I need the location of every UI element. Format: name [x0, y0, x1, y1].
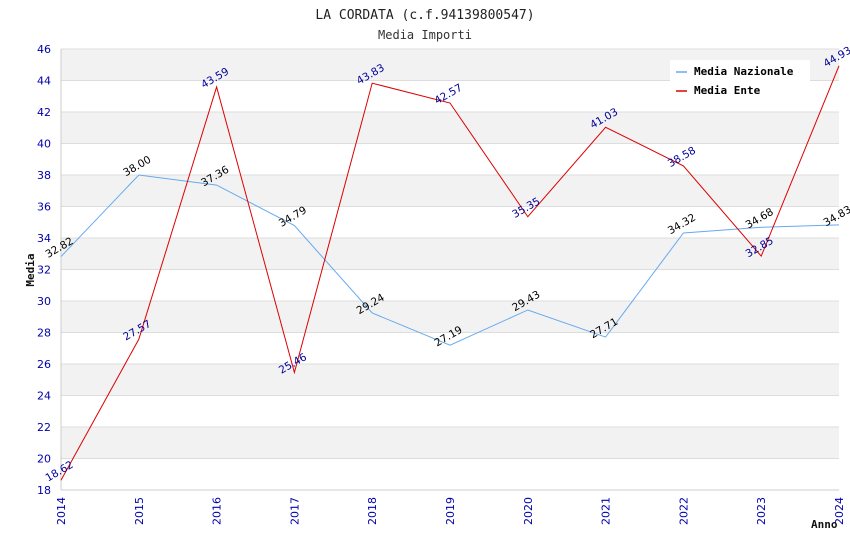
y-tick-label: 46 — [37, 43, 51, 56]
y-tick-label: 30 — [37, 295, 51, 308]
chart-title: LA CORDATA (c.f.94139800547) — [315, 8, 534, 23]
y-tick-label: 40 — [37, 138, 51, 151]
grid-lines — [61, 48, 839, 491]
grid-band — [61, 395, 839, 427]
series-lines — [60, 65, 840, 481]
x-tick-label: 2018 — [366, 497, 379, 525]
y-tick-label: 36 — [37, 201, 51, 214]
y-tick-label: 34 — [37, 232, 51, 245]
y-tick-label: 38 — [37, 169, 51, 182]
x-tick-label: 2017 — [288, 497, 301, 525]
grid-band — [61, 143, 839, 175]
legend-label-media-nazionale: Media Nazionale — [694, 65, 794, 78]
x-axis-label: Anno — [811, 518, 838, 531]
grid-band — [61, 332, 839, 364]
legend: Media Nazionale Media Ente — [670, 60, 810, 102]
y-axis-ticks: 18 20 22 24 26 28 30 32 34 36 38 40 42 44 46 — [37, 43, 51, 497]
grid-bands — [61, 49, 839, 490]
grid-band — [61, 301, 839, 333]
y-axis-label: Media — [24, 253, 37, 286]
grid-band — [61, 206, 839, 238]
grid-band — [61, 175, 839, 207]
grid-band — [61, 427, 839, 459]
grid-band — [61, 112, 839, 144]
x-tick-label: 2024 — [833, 497, 846, 525]
y-tick-label: 18 — [37, 484, 51, 497]
legend-box — [670, 60, 810, 102]
x-axis-ticks: 2014 2015 2016 2017 2018 2019 2020 2021 2022 2023… — [55, 497, 846, 525]
series-line-media-nazionale — [60, 174, 840, 346]
y-tick-label: 24 — [37, 390, 51, 403]
grid-band — [61, 238, 839, 270]
grid-band — [61, 364, 839, 396]
y-tick-label: 26 — [37, 358, 51, 371]
x-tick-label: 2016 — [211, 497, 224, 525]
x-tick-label: 2019 — [444, 497, 457, 525]
y-tick-label: 22 — [37, 421, 51, 434]
x-tick-label: 2020 — [522, 497, 535, 525]
x-tick-label: 2022 — [677, 497, 690, 525]
y-tick-label: 32 — [37, 264, 51, 277]
legend-label-media-ente: Media Ente — [694, 84, 761, 97]
x-tick-label: 2015 — [133, 497, 146, 525]
grid-band — [61, 458, 839, 490]
grid-band — [61, 269, 839, 301]
axes — [60, 49, 839, 491]
series-line-media-ente — [60, 65, 840, 481]
y-tick-label: 28 — [37, 327, 51, 340]
x-tick-label: 2021 — [600, 497, 613, 525]
y-tick-label: 20 — [37, 453, 51, 466]
chart-subtitle: Media Importi — [378, 28, 472, 42]
y-tick-label: 42 — [37, 106, 51, 119]
y-tick-label: 44 — [37, 75, 51, 88]
x-tick-label: 2023 — [755, 497, 768, 525]
x-tick-label: 2014 — [55, 497, 68, 525]
